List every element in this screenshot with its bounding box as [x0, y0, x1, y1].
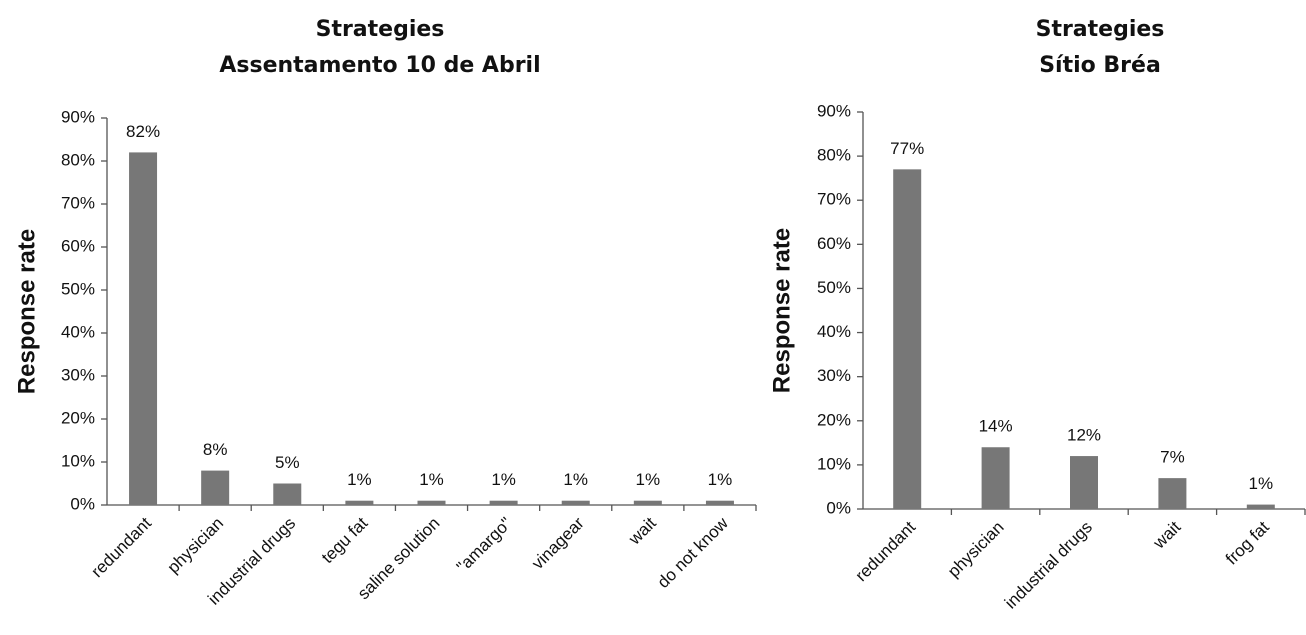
- x-tick-label: wait: [1149, 517, 1185, 553]
- y-tick-label: 30%: [61, 365, 95, 384]
- bar: [129, 152, 158, 505]
- value-label: 1%: [491, 470, 516, 489]
- value-label: 14%: [979, 417, 1013, 436]
- bar: [417, 500, 446, 505]
- chart-title: Strategies: [1036, 17, 1165, 42]
- x-tick-label: frog fat: [1222, 517, 1273, 568]
- y-tick-label: 40%: [817, 322, 851, 341]
- bar: [705, 500, 734, 505]
- value-label: 7%: [1160, 448, 1185, 467]
- value-label: 1%: [419, 470, 444, 489]
- x-tick-label: redundant: [87, 513, 155, 581]
- y-tick-label: 10%: [817, 454, 851, 473]
- bar: [201, 470, 230, 505]
- y-tick-label: 50%: [817, 278, 851, 297]
- y-tick-label: 80%: [61, 150, 95, 169]
- chart-subtitle: Assentamento 10 de Abril: [219, 53, 540, 78]
- y-tick-label: 90%: [817, 101, 851, 120]
- y-axis-label: Response rate: [13, 229, 40, 394]
- y-tick-label: 0%: [70, 494, 95, 513]
- y-tick-label: 30%: [817, 366, 851, 385]
- bar: [489, 500, 518, 505]
- value-label: 8%: [203, 440, 228, 459]
- value-label: 1%: [636, 470, 661, 489]
- bar: [1070, 456, 1098, 509]
- bar: [1246, 504, 1275, 509]
- value-label: 1%: [563, 470, 588, 489]
- bar: [1158, 478, 1187, 509]
- y-tick-label: 0%: [826, 498, 851, 517]
- y-tick-label: 20%: [61, 408, 95, 427]
- y-tick-label: 70%: [817, 190, 851, 209]
- x-tick-label: industrial drugs: [1001, 518, 1096, 613]
- bar: [893, 169, 922, 509]
- x-tick-label: tegu fat: [318, 513, 372, 567]
- value-label: 1%: [1249, 474, 1274, 493]
- chart-subtitle: Sítio Bréa: [1039, 53, 1161, 78]
- value-label: 77%: [890, 139, 924, 158]
- x-tick-label: physician: [164, 514, 228, 578]
- bar: [561, 500, 590, 505]
- y-tick-label: 80%: [817, 146, 851, 165]
- bar: [345, 500, 374, 505]
- y-tick-label: 40%: [61, 322, 95, 341]
- value-label: 5%: [275, 453, 300, 472]
- y-tick-label: 60%: [61, 236, 95, 255]
- y-tick-label: 50%: [61, 279, 95, 298]
- bar: [981, 447, 1010, 509]
- x-tick-label: "amargo": [453, 514, 516, 577]
- y-tick-label: 90%: [61, 107, 95, 126]
- chart-title: Strategies: [316, 17, 445, 42]
- y-tick-label: 60%: [817, 234, 851, 253]
- y-tick-label: 20%: [817, 410, 851, 429]
- x-tick-label: redundant: [852, 517, 920, 585]
- bar: [273, 483, 302, 505]
- y-tick-label: 10%: [61, 451, 95, 470]
- x-tick-label: wait: [624, 513, 660, 549]
- value-label: 82%: [126, 122, 160, 141]
- x-tick-label: vinagear: [528, 513, 588, 573]
- value-label: 12%: [1067, 426, 1101, 445]
- value-label: 1%: [708, 470, 733, 489]
- value-label: 1%: [347, 470, 372, 489]
- y-axis-label: Response rate: [768, 228, 795, 393]
- bar: [633, 500, 662, 505]
- y-tick-label: 70%: [61, 193, 95, 212]
- x-tick-label: physician: [944, 518, 1008, 582]
- x-tick-label: do not know: [654, 513, 733, 592]
